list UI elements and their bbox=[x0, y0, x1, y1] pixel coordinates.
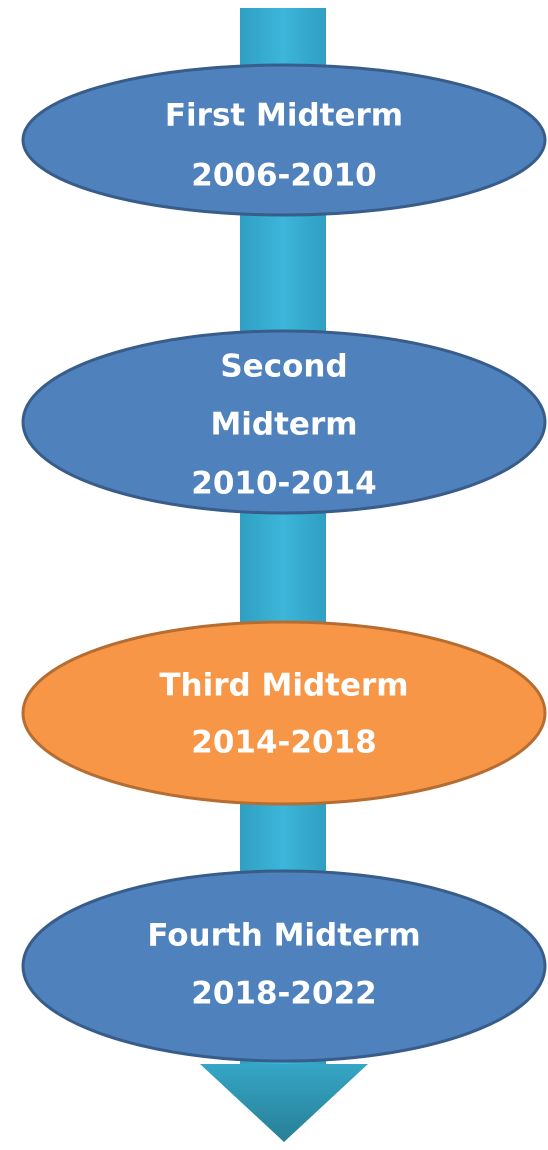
node-ellipse bbox=[21, 329, 547, 515]
node-label: 2006-2010 bbox=[191, 158, 376, 194]
node-ellipse bbox=[21, 620, 547, 806]
node: Third Midterm 2014-2018 bbox=[21, 620, 547, 806]
node-label: Third Midterm bbox=[159, 668, 408, 704]
node: Second Midterm 2010-2014 bbox=[21, 329, 547, 515]
node-label: First Midterm bbox=[165, 98, 403, 134]
node: Fourth Midterm 2018-2022 bbox=[21, 869, 547, 1063]
node-label: 2018-2022 bbox=[191, 976, 376, 1012]
node-ellipse bbox=[21, 63, 547, 217]
node-label: Fourth Midterm bbox=[147, 918, 420, 954]
node-ellipse bbox=[21, 869, 547, 1063]
node: First Midterm 2006-2010 bbox=[21, 63, 547, 217]
arrow-head bbox=[200, 1064, 368, 1142]
node-label: Second bbox=[220, 349, 347, 385]
node-label: 2014-2018 bbox=[191, 725, 376, 761]
node-label: Midterm bbox=[210, 407, 357, 443]
node-label: 2010-2014 bbox=[191, 466, 376, 502]
